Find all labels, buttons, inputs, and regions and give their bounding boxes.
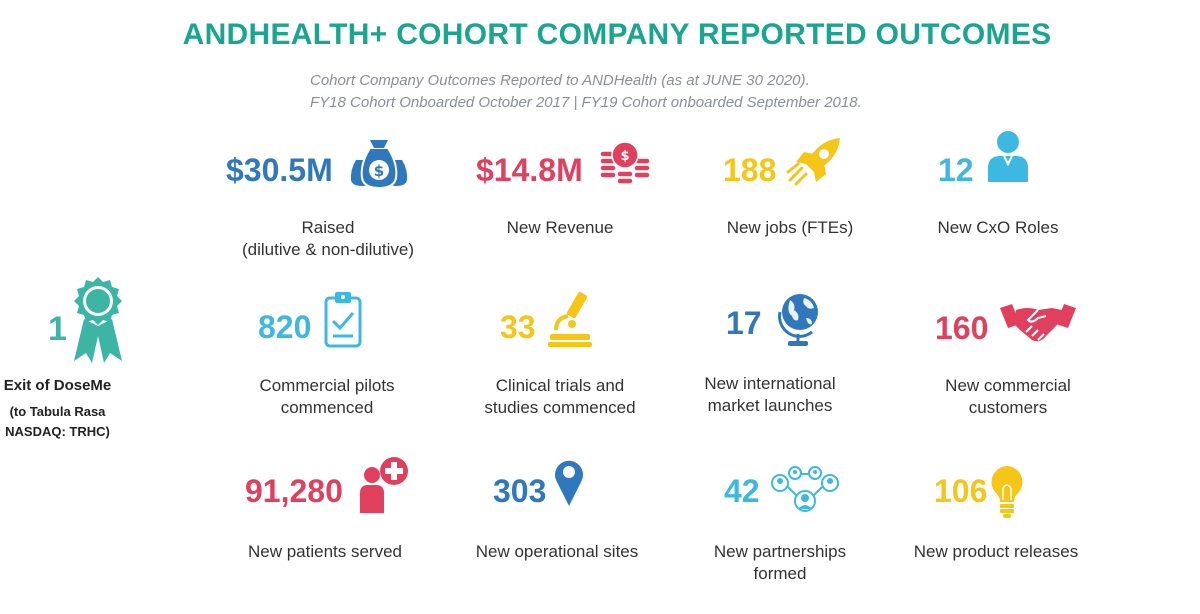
subtitle-line-1: Cohort Company Outcomes Reported to ANDH… <box>310 72 810 89</box>
globe-icon <box>778 294 818 346</box>
clipboard-check-icon <box>324 292 362 348</box>
lightbulb-icon <box>991 466 1023 518</box>
releases-value: 106 <box>934 473 988 509</box>
customers-label-line-1: New commercial <box>945 376 1071 395</box>
money-bags-icon: $ <box>350 140 408 188</box>
exit-title: Exit of DoseMe <box>3 377 112 394</box>
page-title: ANDHEALTH+ COHORT COMPANY REPORTED OUTCO… <box>182 18 1052 51</box>
patient-cross-icon <box>360 457 408 513</box>
pilots-label-line-1: Commercial pilots <box>259 376 395 395</box>
coin-stacks-icon: $ <box>599 141 651 185</box>
markets-label-line-1: New international <box>704 374 836 393</box>
cxo-value: 12 <box>938 152 974 188</box>
sites-label: New operational sites <box>475 542 639 561</box>
customers-label: New commercial customers <box>918 375 1098 419</box>
markets-value: 17 <box>726 305 762 341</box>
sites-value: 303 <box>493 473 547 509</box>
jobs-value: 188 <box>723 152 777 188</box>
award-ribbon-icon <box>74 277 122 363</box>
patients-label: New patients served <box>247 542 403 561</box>
trials-label-line-1: Clinical trials and <box>495 376 625 395</box>
person-icon <box>988 131 1028 182</box>
exit-subtitle-line-2: NASDAQ: TRHC) <box>5 424 110 439</box>
exit-subtitle: (to Tabula Rasa NASDAQ: TRHC) <box>0 402 115 442</box>
trials-label-line-2: studies commenced <box>484 398 636 417</box>
svg-text:$: $ <box>620 149 629 164</box>
revenue-value: $14.8M <box>476 152 583 188</box>
subtitle-line-2: FY18 Cohort Onboarded October 2017 | FY1… <box>310 94 862 111</box>
partnerships-label-line-2: formed <box>753 564 807 583</box>
subtitle: Cohort Company Outcomes Reported to ANDH… <box>310 70 1010 114</box>
markets-label-line-2: market launches <box>707 396 833 415</box>
customers-value: 160 <box>935 310 989 346</box>
partnerships-value: 42 <box>724 473 760 509</box>
handshake-icon <box>1000 304 1076 342</box>
partnerships-label: New partnerships formed <box>690 541 870 585</box>
customers-label-line-2: customers <box>968 398 1048 417</box>
trials-label: Clinical trials and studies commenced <box>460 375 660 419</box>
pilots-value: 820 <box>258 309 312 345</box>
pilots-label-line-2: commenced <box>280 398 374 417</box>
raised-label: Raised (dilutive & non-dilutive) <box>228 217 428 261</box>
partnerships-label-line-1: New partnerships <box>713 542 847 561</box>
map-pin-icon <box>555 460 583 506</box>
markets-label: New international market launches <box>680 373 860 417</box>
rocket-icon <box>786 138 840 186</box>
pilots-label: Commercial pilots commenced <box>232 375 422 419</box>
svg-text:$: $ <box>374 162 384 180</box>
exit-subtitle-line-1: (to Tabula Rasa <box>9 404 106 419</box>
trials-value: 33 <box>500 309 536 345</box>
microscope-icon <box>548 291 592 347</box>
raised-value: $30.5M <box>226 152 333 188</box>
patients-value: 91,280 <box>245 473 343 509</box>
raised-label-line-2: (dilutive & non-dilutive) <box>242 240 414 259</box>
exit-value: 1 <box>48 310 67 348</box>
releases-label: New product releases <box>913 542 1079 561</box>
cxo-label: New CxO Roles <box>937 218 1059 237</box>
network-people-icon <box>771 466 839 512</box>
revenue-label: New Revenue <box>506 218 614 237</box>
jobs-label: New jobs (FTEs) <box>726 218 854 237</box>
raised-label-line-1: Raised <box>301 218 355 237</box>
